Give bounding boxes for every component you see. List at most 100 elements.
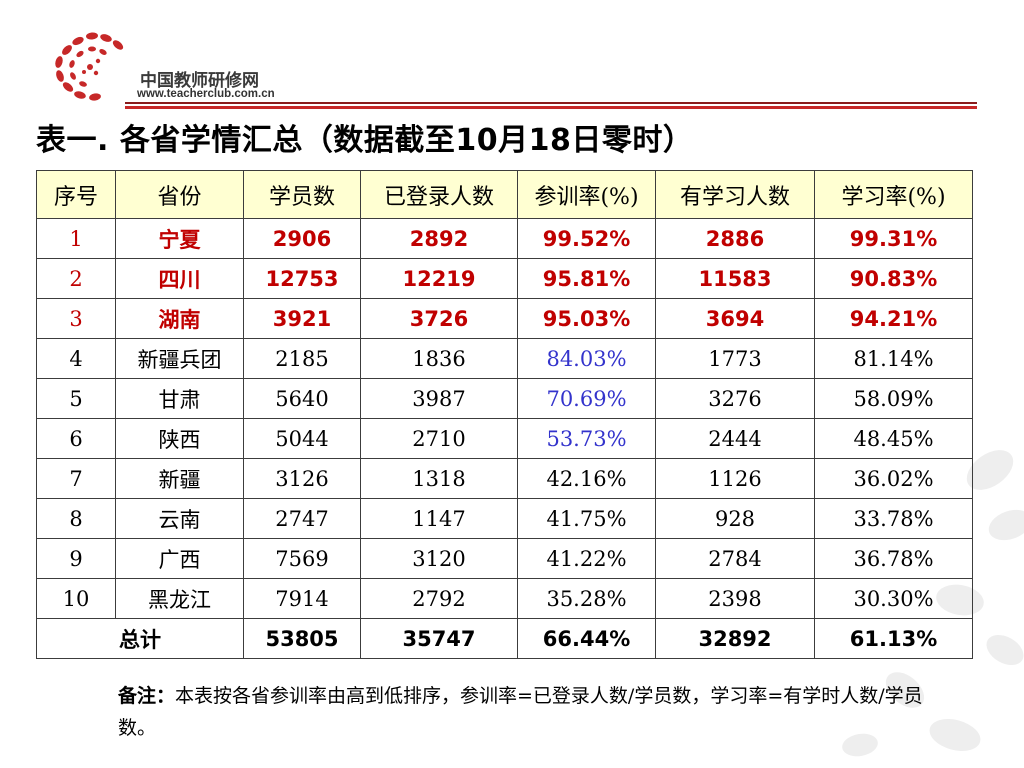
cell-logged-in: 2892 — [360, 218, 518, 259]
header-rule-accent — [125, 106, 977, 109]
header-learning-rate: 学习率(%) — [814, 170, 973, 219]
header-rule — [125, 102, 977, 104]
footnote-text: 本表按各省参训率由高到低排序，参训率=已登录人数/学员数，学习率=有学时人数/学… — [118, 685, 923, 739]
cell-learners: 3276 — [655, 378, 815, 419]
cell-logged-in: 3120 — [360, 538, 518, 579]
cell-learners: 2886 — [655, 218, 815, 259]
cell-index: 7 — [36, 458, 116, 499]
cell-learners: 1126 — [655, 458, 815, 499]
cell-learning-rate: 94.21% — [814, 298, 973, 339]
footnote: 备注：本表按各省参训率由高到低排序，参训率=已登录人数/学员数，学习率=有学时人… — [118, 680, 948, 744]
cell-learners: 2398 — [655, 578, 815, 619]
cell-learning-rate: 90.83% — [814, 258, 973, 299]
cell-participation-rate: 95.81% — [517, 258, 656, 299]
cell-learning-rate: 33.78% — [814, 498, 973, 539]
cell-learners: 11583 — [655, 258, 815, 299]
brand-url: www.teacherclub.com.cn — [137, 88, 275, 100]
cell-province: 宁夏 — [115, 218, 244, 259]
cell-logged-in: 1318 — [360, 458, 518, 499]
table-row: 2 四川 12753 12219 95.81% 11583 90.83% — [36, 258, 973, 299]
cell-learning-rate: 58.09% — [814, 378, 973, 419]
cell-province: 甘肃 — [115, 378, 244, 419]
cell-students: 7569 — [243, 538, 361, 579]
header-province: 省份 — [115, 170, 244, 219]
cell-participation-rate: 53.73% — [517, 418, 656, 459]
cell-index: 9 — [36, 538, 116, 579]
total-label: 总计 — [36, 618, 244, 659]
cell-logged-in: 1147 — [360, 498, 518, 539]
cell-province: 湖南 — [115, 298, 244, 339]
cell-province: 新疆兵团 — [115, 338, 244, 379]
header-participation-rate: 参训率(%) — [517, 170, 656, 219]
cell-participation-rate: 41.22% — [517, 538, 656, 579]
table-row: 4 新疆兵团 2185 1836 84.03% 1773 81.14% — [36, 338, 973, 379]
cell-logged-in: 1836 — [360, 338, 518, 379]
cell-province: 广西 — [115, 538, 244, 579]
cell-province: 四川 — [115, 258, 244, 299]
cell-province: 黑龙江 — [115, 578, 244, 619]
cell-students: 2747 — [243, 498, 361, 539]
cell-learners: 3694 — [655, 298, 815, 339]
table-row: 3 湖南 3921 3726 95.03% 3694 94.21% — [36, 298, 973, 339]
table-row: 9 广西 7569 3120 41.22% 2784 36.78% — [36, 538, 973, 579]
header-index: 序号 — [36, 170, 116, 219]
total-learning-rate: 61.13% — [814, 618, 973, 659]
cell-index: 6 — [36, 418, 116, 459]
cell-learning-rate: 30.30% — [814, 578, 973, 619]
cell-participation-rate: 84.03% — [517, 338, 656, 379]
cell-index: 8 — [36, 498, 116, 539]
cell-index: 4 — [36, 338, 116, 379]
cell-logged-in: 3726 — [360, 298, 518, 339]
cell-learners: 2784 — [655, 538, 815, 579]
cell-students: 3921 — [243, 298, 361, 339]
cell-index: 10 — [36, 578, 116, 619]
cell-participation-rate: 95.03% — [517, 298, 656, 339]
cell-learning-rate: 99.31% — [814, 218, 973, 259]
cell-participation-rate: 41.75% — [517, 498, 656, 539]
total-learners: 32892 — [655, 618, 815, 659]
header-logged-in: 已登录人数 — [360, 170, 518, 219]
table-row: 7 新疆 3126 1318 42.16% 1126 36.02% — [36, 458, 973, 499]
cell-learning-rate: 48.45% — [814, 418, 973, 459]
table-total-row: 总计 53805 35747 66.44% 32892 61.13% — [36, 618, 973, 659]
cell-students: 2185 — [243, 338, 361, 379]
cell-students: 2906 — [243, 218, 361, 259]
total-logged-in: 35747 — [360, 618, 518, 659]
cell-index: 1 — [36, 218, 116, 259]
cell-learning-rate: 36.78% — [814, 538, 973, 579]
cell-participation-rate: 42.16% — [517, 458, 656, 499]
table-row: 5 甘肃 5640 3987 70.69% 3276 58.09% — [36, 378, 973, 419]
cell-index: 5 — [36, 378, 116, 419]
cell-learning-rate: 36.02% — [814, 458, 973, 499]
table-header-row: 序号 省份 学员数 已登录人数 参训率(%) 有学习人数 学习率(%) — [36, 170, 973, 219]
header-students: 学员数 — [243, 170, 361, 219]
cell-logged-in: 2792 — [360, 578, 518, 619]
cell-students: 5044 — [243, 418, 361, 459]
cell-province: 新疆 — [115, 458, 244, 499]
footnote-label: 备注： — [118, 685, 176, 707]
table-row: 8 云南 2747 1147 41.75% 928 33.78% — [36, 498, 973, 539]
cell-learning-rate: 81.14% — [814, 338, 973, 379]
cell-participation-rate: 99.52% — [517, 218, 656, 259]
table-row: 10 黑龙江 7914 2792 35.28% 2398 30.30% — [36, 578, 973, 619]
cell-students: 3126 — [243, 458, 361, 499]
cell-learners: 2444 — [655, 418, 815, 459]
cell-index: 3 — [36, 298, 116, 339]
cell-logged-in: 2710 — [360, 418, 518, 459]
cell-logged-in: 12219 — [360, 258, 518, 299]
teacherclub-logo-icon — [55, 32, 124, 101]
cell-participation-rate: 70.69% — [517, 378, 656, 419]
province-stats-table: 序号 省份 学员数 已登录人数 参训率(%) 有学习人数 学习率(%) 1 宁夏… — [36, 170, 973, 659]
page-title: 表一. 各省学情汇总（数据截至10月18日零时） — [36, 123, 694, 158]
cell-students: 12753 — [243, 258, 361, 299]
cell-province: 云南 — [115, 498, 244, 539]
cell-students: 7914 — [243, 578, 361, 619]
cell-logged-in: 3987 — [360, 378, 518, 419]
table-row: 6 陕西 5044 2710 53.73% 2444 48.45% — [36, 418, 973, 459]
total-students: 53805 — [243, 618, 361, 659]
cell-learners: 928 — [655, 498, 815, 539]
cell-province: 陕西 — [115, 418, 244, 459]
brand-name: 中国教师研修网 — [140, 71, 259, 91]
cell-students: 5640 — [243, 378, 361, 419]
cell-learners: 1773 — [655, 338, 815, 379]
